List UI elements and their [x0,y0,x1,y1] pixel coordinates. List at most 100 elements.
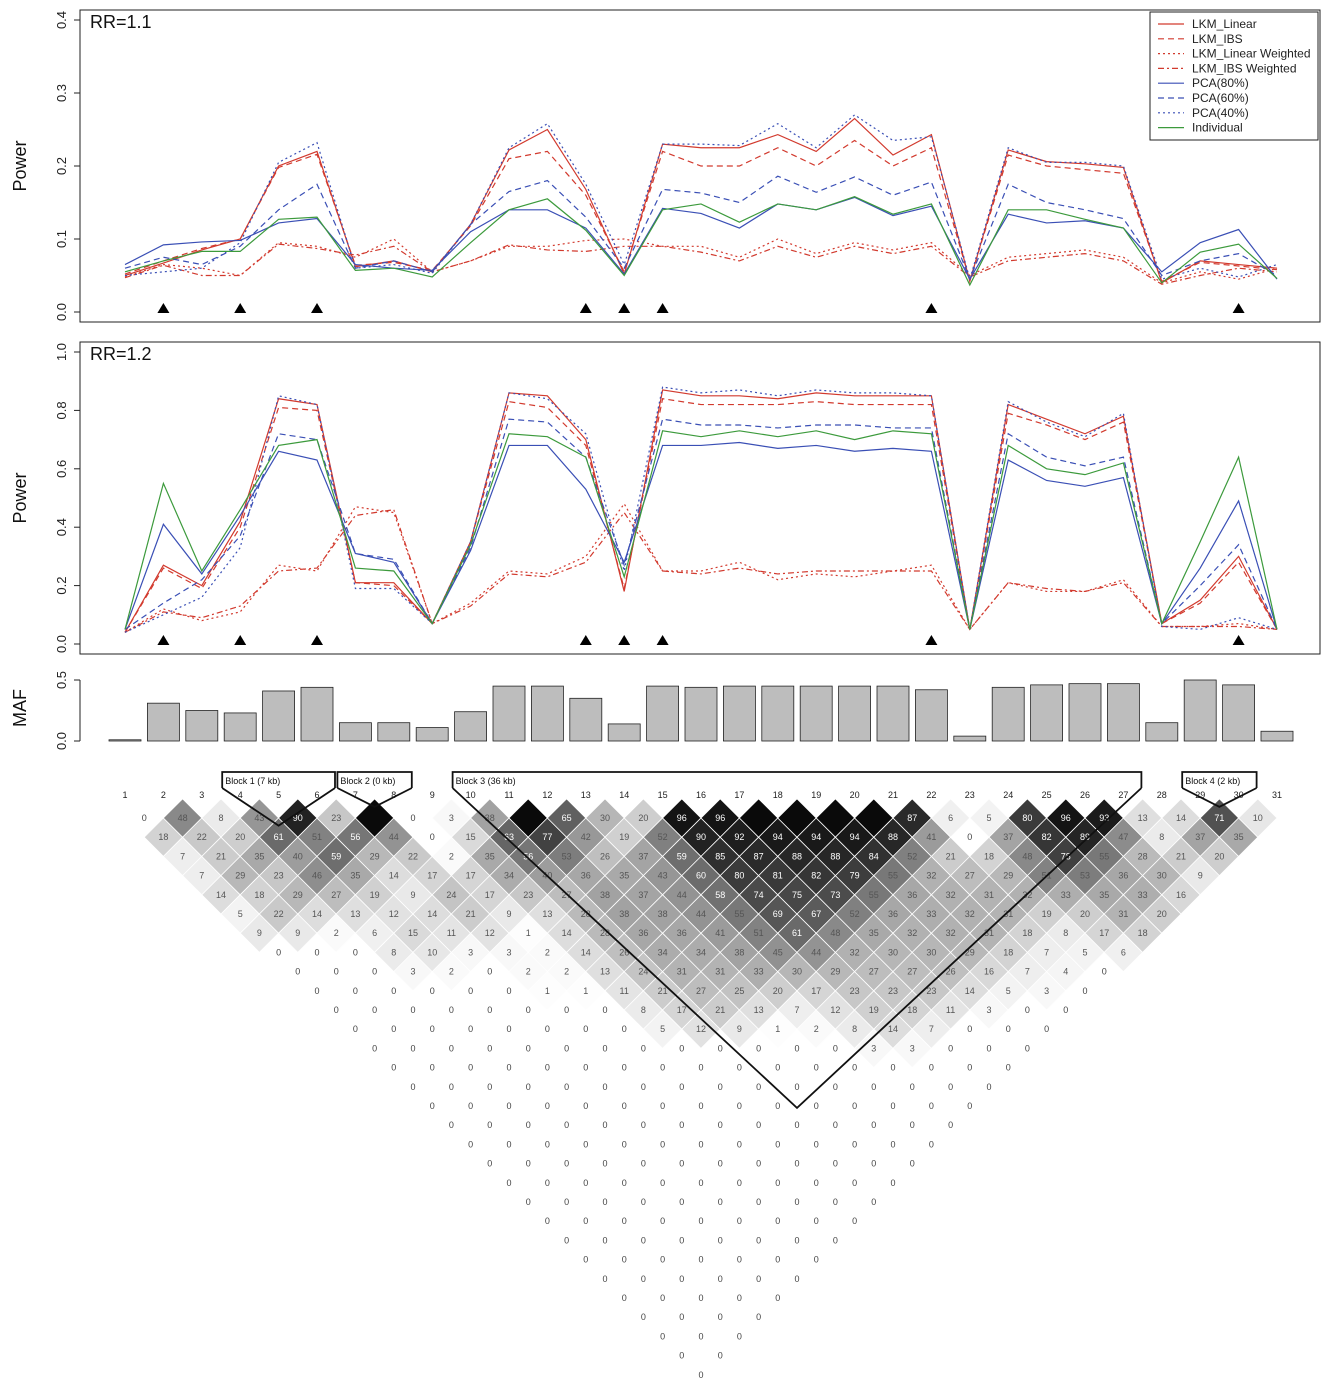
ld-value: 0 [660,1101,665,1111]
ld-value: 81 [773,871,783,881]
ld-value: 0 [967,832,972,842]
ld-value: 0 [545,1024,550,1034]
ld-value: 0 [737,1101,742,1111]
ld-value: 37 [1195,832,1205,842]
snp-label: 6 [314,790,319,800]
ld-value: 0 [468,1101,473,1111]
maf-bar [1068,683,1102,742]
ld-value: 0 [679,1351,684,1361]
ld-value: 0 [698,1370,703,1380]
ld-value: 32 [926,871,936,881]
ld-value: 0 [698,1139,703,1149]
ld-value: 0 [948,1043,953,1053]
ld-value: 11 [946,1005,955,1015]
y-tick-label: 0.4 [54,11,69,29]
series-lines [124,114,1278,287]
ld-value: 0 [775,1063,780,1073]
ld-value: 32 [946,928,956,938]
ld-value: 82 [1042,832,1052,842]
ld-value: 67 [811,909,821,919]
ld-value: 5 [660,1024,665,1034]
ld-value: 0 [1006,1063,1011,1073]
ld-value: 0 [1006,1024,1011,1034]
ld-value: 40 [293,851,303,861]
snp-label: 21 [888,790,898,800]
ld-value: 19 [1042,909,1052,919]
panel-label: RR=1.1 [90,12,152,32]
ld-value: 36 [888,909,898,919]
y-tick-label: 1.0 [54,343,69,361]
ld-value: 0 [986,1082,991,1092]
maf-bar [953,735,987,742]
maf-bar [377,722,411,742]
ld-value: 4 [1063,967,1068,977]
ld-value: 55 [869,890,879,900]
legend-entry: PCA(40%) [1192,106,1249,120]
ld-value: 3 [410,967,415,977]
ld-value: 29 [965,947,975,957]
ld-value: 8 [641,1005,646,1015]
ld-value: 27 [965,871,975,881]
ld-value: 0 [526,1082,531,1092]
maf-bars [108,679,1294,742]
ld-value: 0 [718,1351,723,1361]
maf-bar [838,685,871,742]
ld-value: 0 [602,1197,607,1207]
ld-value: 0 [334,1005,339,1015]
ld-value: 11 [620,986,629,996]
ld-value: 0 [756,1312,761,1322]
ld-value: 0 [967,1063,972,1073]
maf-bar [492,685,526,742]
ld-value: 20 [638,813,648,823]
ld-value: 47 [1118,832,1128,842]
ld-value: 0 [468,986,473,996]
ld-value: 22 [197,832,207,842]
ld-value: 0 [545,1063,550,1073]
ld-value: 74 [754,890,764,900]
ld-value: 37 [1003,832,1013,842]
ld-value: 0 [430,1024,435,1034]
ld-value: 2 [526,967,531,977]
ld-value: 35 [619,871,629,881]
ld-value: 38 [600,890,610,900]
ld-value: 44 [677,890,687,900]
ld-value: 0 [890,1178,895,1188]
causal-snp-marker [1232,635,1245,645]
series-line [124,509,1278,633]
ld-value: 0 [910,1120,915,1130]
ld-value: 9 [737,1024,742,1034]
ld-value: 0 [353,1024,358,1034]
causal-snp-marker [1232,303,1245,313]
ld-value: 90 [293,813,303,823]
legend-entry: LKM_Linear Weighted [1192,47,1311,61]
ld-value: 0 [314,947,319,957]
ld-value: 18 [1003,947,1013,957]
ld-value: 0 [410,1005,415,1015]
y-tick-label: 0.1 [54,230,69,248]
ld-value: 0 [814,1063,819,1073]
ld-value: 26 [600,851,610,861]
series-line [124,196,1278,287]
ld-value: 0 [1044,1024,1049,1034]
snp-label: 10 [466,790,476,800]
ld-value: 0 [391,1063,396,1073]
ld-value: 23 [331,813,341,823]
ld-value: 0 [679,1082,684,1092]
block-outline [451,787,1143,1110]
ld-value: 0 [487,1159,492,1169]
ld-value: 0 [487,1043,492,1053]
ld-value: 0 [526,1043,531,1053]
panel-label: RR=1.2 [90,344,152,364]
ld-value: 0 [622,1024,627,1034]
series-line [124,243,1278,285]
snp-label: 25 [1042,790,1052,800]
ld-value: 29 [293,890,303,900]
snp-label: 28 [1157,790,1167,800]
snp-label: 24 [1003,790,1013,800]
ld-value: 29 [235,871,245,881]
ld-value: 0 [506,986,511,996]
ld-value: 5 [1082,947,1087,957]
ld-value: 71 [1214,813,1224,823]
ld-value: 1 [583,986,588,996]
ld-value: 51 [312,832,322,842]
